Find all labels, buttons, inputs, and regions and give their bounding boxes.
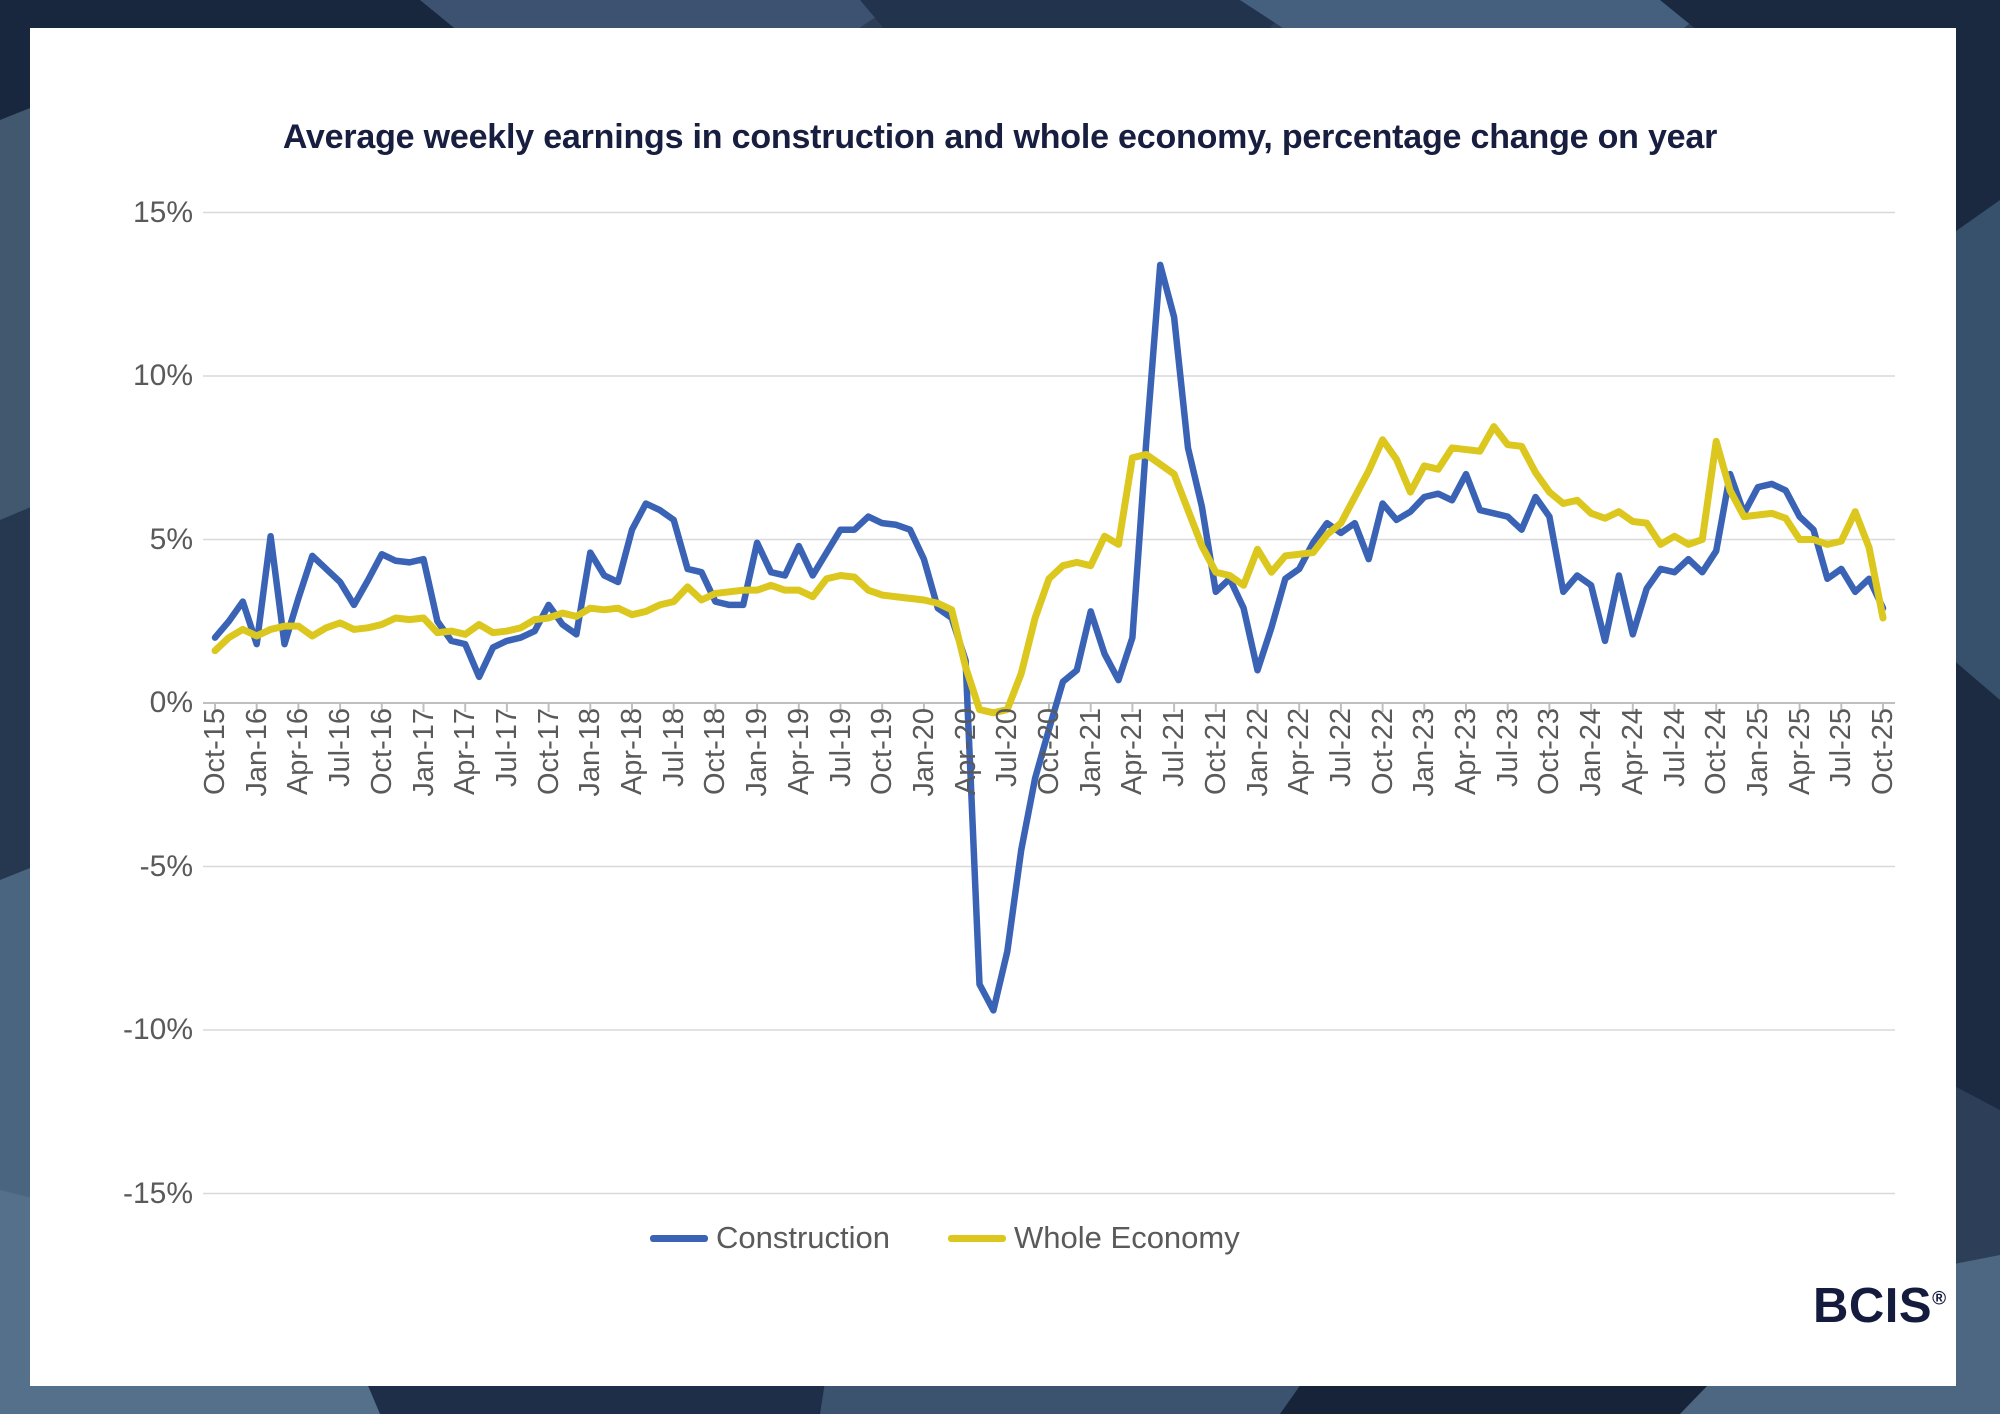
y-axis-label--15: -15% (122, 1176, 193, 1210)
x-axis-label-Apr-20: Apr-20 (949, 708, 982, 796)
x-axis-label-Oct-21: Oct-21 (1199, 708, 1232, 796)
y-axis-label-10: 10% (132, 359, 193, 392)
bcis-logo: BCIS® (1813, 1278, 1947, 1334)
x-axis-label-Jul-18: Jul-18 (657, 708, 690, 787)
x-axis-label-Oct-15: Oct-15 (199, 708, 231, 796)
legend: Construction Whole Economy (650, 1220, 1240, 1256)
x-axis-label-Jan-21: Jan-21 (1074, 708, 1107, 797)
x-axis-label-Oct-19: Oct-19 (866, 708, 899, 796)
x-axis-label-Jul-21: Jul-21 (1158, 708, 1191, 787)
x-axis-label-Jan-23: Jan-23 (1408, 708, 1441, 797)
legend-item-whole-economy: Whole Economy (948, 1220, 1240, 1256)
legend-label: Whole Economy (1014, 1220, 1240, 1255)
x-axis-label-Oct-24: Oct-24 (1700, 708, 1733, 796)
x-axis-label-Apr-16: Apr-16 (282, 708, 315, 796)
x-axis-label-Apr-25: Apr-25 (1783, 708, 1816, 796)
x-axis-label-Jul-25: Jul-25 (1825, 708, 1858, 787)
legend-swatch-icon (650, 1234, 708, 1242)
x-axis-label-Apr-22: Apr-22 (1283, 708, 1316, 796)
x-axis-label-Apr-21: Apr-21 (1116, 708, 1149, 796)
series-line-whole-economy (211, 423, 1887, 717)
x-axis-label-Oct-22: Oct-22 (1366, 708, 1399, 796)
x-axis-label-Apr-24: Apr-24 (1616, 708, 1649, 796)
x-axis-label-Oct-23: Oct-23 (1533, 708, 1566, 796)
x-axis-label-Oct-20: Oct-20 (1033, 708, 1065, 796)
x-axis-label-Oct-18: Oct-18 (699, 708, 732, 796)
x-axis-label-Apr-18: Apr-18 (616, 708, 648, 796)
x-axis-label-Jul-19: Jul-19 (824, 708, 857, 787)
y-axis-label--10: -10% (122, 1013, 193, 1046)
x-axis-label-Jan-25: Jan-25 (1741, 708, 1774, 797)
legend-swatch-icon (948, 1234, 1007, 1242)
chart-title: Average weekly earnings in construction … (282, 118, 1718, 156)
series-line-construction (211, 261, 1887, 1014)
x-axis-label-Jan-20: Jan-20 (907, 708, 940, 797)
chart-card: Average weekly earnings in construction … (30, 28, 1956, 1386)
x-axis-label-Jan-19: Jan-19 (741, 708, 774, 797)
x-axis-label-Jan-24: Jan-24 (1575, 708, 1608, 797)
x-axis-label-Apr-17: Apr-17 (449, 708, 482, 796)
y-axis-label-0: 0% (149, 686, 193, 719)
x-axis-label-Oct-25: Oct-25 (1867, 708, 1899, 796)
legend-label: Construction (716, 1220, 891, 1255)
x-axis-label-Apr-23: Apr-23 (1450, 708, 1482, 796)
x-axis-label-Jul-20: Jul-20 (991, 708, 1024, 787)
x-axis-label-Oct-16: Oct-16 (365, 708, 398, 796)
x-axis-label-Jan-22: Jan-22 (1241, 708, 1274, 797)
legend-item-construction: Construction (650, 1220, 890, 1256)
y-axis-label-15: 15% (132, 195, 193, 229)
x-axis-label-Apr-19: Apr-19 (782, 708, 815, 796)
registered-trademark-icon: ® (1932, 1288, 1947, 1310)
x-axis-label-Jul-24: Jul-24 (1658, 708, 1691, 787)
y-axis-label--5: -5% (139, 849, 193, 883)
plot-area (203, 211, 1895, 1195)
x-axis-label-Jul-22: Jul-22 (1324, 708, 1357, 787)
x-axis-label-Jan-16: Jan-16 (240, 708, 273, 797)
x-axis-label-Oct-17: Oct-17 (532, 708, 565, 796)
x-axis-label-Jan-18: Jan-18 (574, 708, 607, 797)
bcis-logo-text: BCIS (1813, 1279, 1933, 1333)
x-axis-label-Jul-23: Jul-23 (1491, 708, 1524, 787)
x-axis-label-Jan-17: Jan-17 (407, 708, 440, 797)
x-axis-label-Jul-16: Jul-16 (324, 708, 357, 787)
x-axis-label-Jul-17: Jul-17 (490, 708, 523, 787)
y-axis-label-5: 5% (149, 522, 193, 556)
